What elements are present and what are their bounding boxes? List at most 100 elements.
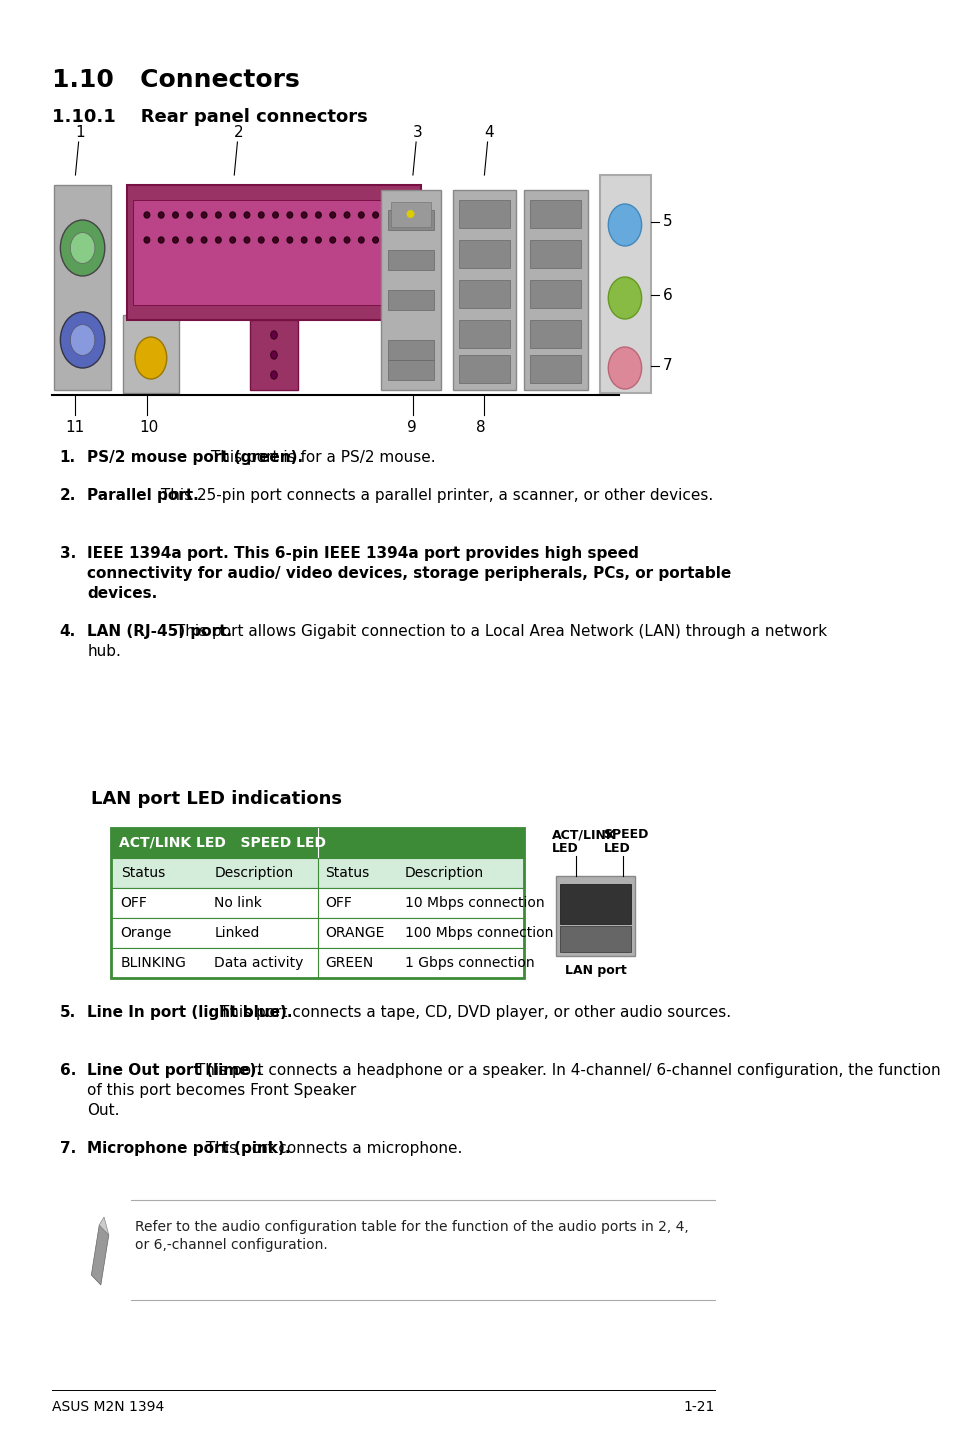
Text: 1: 1 bbox=[75, 125, 85, 139]
Text: Orange: Orange bbox=[121, 926, 172, 940]
Ellipse shape bbox=[608, 278, 641, 319]
Bar bbox=[530, 355, 580, 383]
Ellipse shape bbox=[301, 211, 307, 219]
Ellipse shape bbox=[187, 237, 193, 243]
Text: 5: 5 bbox=[662, 214, 672, 230]
Bar bbox=[123, 315, 178, 393]
Ellipse shape bbox=[230, 237, 235, 243]
Ellipse shape bbox=[358, 237, 364, 243]
Text: This port connects a headphone or a speaker. In 4-channel/ 6-channel configurati: This port connects a headphone or a spea… bbox=[191, 1063, 940, 1078]
Ellipse shape bbox=[71, 325, 94, 355]
Text: IEEE 1394a port. This 6-pin IEEE 1394a port provides high speed: IEEE 1394a port. This 6-pin IEEE 1394a p… bbox=[88, 546, 639, 561]
Polygon shape bbox=[99, 1217, 109, 1235]
Text: 3.: 3. bbox=[59, 546, 75, 561]
Text: This port connects a tape, CD, DVD player, or other audio sources.: This port connects a tape, CD, DVD playe… bbox=[215, 1005, 731, 1020]
Text: Refer to the audio configuration table for the function of the audio ports in 2,: Refer to the audio configuration table f… bbox=[135, 1219, 688, 1234]
Bar bbox=[387, 290, 434, 311]
Ellipse shape bbox=[172, 237, 178, 243]
Bar bbox=[458, 200, 509, 229]
Bar bbox=[112, 917, 523, 948]
Ellipse shape bbox=[387, 211, 393, 219]
Text: 6: 6 bbox=[662, 288, 672, 302]
Bar bbox=[598, 175, 651, 393]
Ellipse shape bbox=[135, 336, 167, 380]
Ellipse shape bbox=[271, 331, 277, 339]
Ellipse shape bbox=[373, 237, 378, 243]
Ellipse shape bbox=[401, 237, 407, 243]
Bar bbox=[112, 828, 523, 858]
Text: This 25-pin port connects a parallel printer, a scanner, or other devices.: This 25-pin port connects a parallel pri… bbox=[156, 487, 713, 503]
Text: ACT/LINK LED   SPEED LED: ACT/LINK LED SPEED LED bbox=[119, 835, 326, 848]
Text: 8: 8 bbox=[476, 420, 486, 436]
Bar bbox=[458, 280, 509, 308]
Text: 10: 10 bbox=[139, 420, 158, 436]
Ellipse shape bbox=[215, 211, 221, 219]
Text: ASUS M2N 1394: ASUS M2N 1394 bbox=[51, 1401, 164, 1414]
Ellipse shape bbox=[406, 210, 415, 219]
Bar bbox=[458, 240, 509, 267]
Ellipse shape bbox=[271, 351, 277, 360]
Bar bbox=[381, 190, 440, 390]
Text: Data activity: Data activity bbox=[214, 956, 303, 971]
Ellipse shape bbox=[144, 211, 150, 219]
Ellipse shape bbox=[230, 211, 235, 219]
Bar bbox=[112, 858, 523, 889]
Bar bbox=[54, 186, 112, 390]
Text: LED: LED bbox=[603, 843, 630, 856]
Bar bbox=[458, 355, 509, 383]
Ellipse shape bbox=[287, 237, 293, 243]
Bar bbox=[559, 884, 631, 925]
Bar bbox=[387, 250, 434, 270]
Text: Line In port (light blue).: Line In port (light blue). bbox=[88, 1005, 293, 1020]
Ellipse shape bbox=[373, 211, 378, 219]
Text: Line Out port (lime).: Line Out port (lime). bbox=[88, 1063, 262, 1078]
Ellipse shape bbox=[330, 211, 335, 219]
Text: Linked: Linked bbox=[214, 926, 259, 940]
Text: BLINKING: BLINKING bbox=[121, 956, 187, 971]
Ellipse shape bbox=[71, 233, 94, 263]
Ellipse shape bbox=[315, 211, 321, 219]
Ellipse shape bbox=[158, 211, 164, 219]
Text: 4: 4 bbox=[484, 125, 494, 139]
Bar bbox=[112, 889, 523, 917]
Bar bbox=[530, 200, 580, 229]
Ellipse shape bbox=[144, 237, 150, 243]
Ellipse shape bbox=[187, 211, 193, 219]
Text: 7.: 7. bbox=[59, 1140, 75, 1156]
Text: 100 Mbps connection: 100 Mbps connection bbox=[405, 926, 553, 940]
Bar bbox=[458, 321, 509, 348]
Text: Status: Status bbox=[325, 866, 370, 880]
Text: 10 Mbps connection: 10 Mbps connection bbox=[405, 896, 544, 910]
Ellipse shape bbox=[244, 237, 250, 243]
Text: PS/2 mouse port (green).: PS/2 mouse port (green). bbox=[88, 450, 303, 464]
Bar bbox=[530, 321, 580, 348]
Bar bbox=[452, 190, 516, 390]
Text: Description: Description bbox=[214, 866, 294, 880]
Bar bbox=[523, 190, 587, 390]
Bar bbox=[530, 240, 580, 267]
Text: ORANGE: ORANGE bbox=[325, 926, 385, 940]
Text: Status: Status bbox=[121, 866, 165, 880]
Text: hub.: hub. bbox=[88, 644, 121, 659]
Text: 11: 11 bbox=[65, 420, 84, 436]
Ellipse shape bbox=[401, 211, 407, 219]
Ellipse shape bbox=[608, 204, 641, 246]
Text: Description: Description bbox=[405, 866, 483, 880]
Ellipse shape bbox=[60, 312, 105, 368]
Text: Microphone port (pink).: Microphone port (pink). bbox=[88, 1140, 291, 1156]
Bar bbox=[387, 210, 434, 230]
Text: 1 Gbps connection: 1 Gbps connection bbox=[405, 956, 534, 971]
Text: ACT/LINK: ACT/LINK bbox=[552, 828, 616, 841]
Polygon shape bbox=[91, 1225, 109, 1286]
Text: OFF: OFF bbox=[121, 896, 148, 910]
Ellipse shape bbox=[330, 237, 335, 243]
Text: 1.10.1    Rear panel connectors: 1.10.1 Rear panel connectors bbox=[51, 108, 367, 127]
Ellipse shape bbox=[358, 211, 364, 219]
Ellipse shape bbox=[258, 211, 264, 219]
Text: connectivity for audio/ video devices, storage peripherals, PCs, or portable: connectivity for audio/ video devices, s… bbox=[88, 567, 731, 581]
Text: 5.: 5. bbox=[59, 1005, 75, 1020]
Text: 1.10   Connectors: 1.10 Connectors bbox=[51, 68, 299, 92]
Text: This port connects a microphone.: This port connects a microphone. bbox=[200, 1140, 461, 1156]
Ellipse shape bbox=[608, 347, 641, 390]
Bar bbox=[127, 186, 420, 321]
